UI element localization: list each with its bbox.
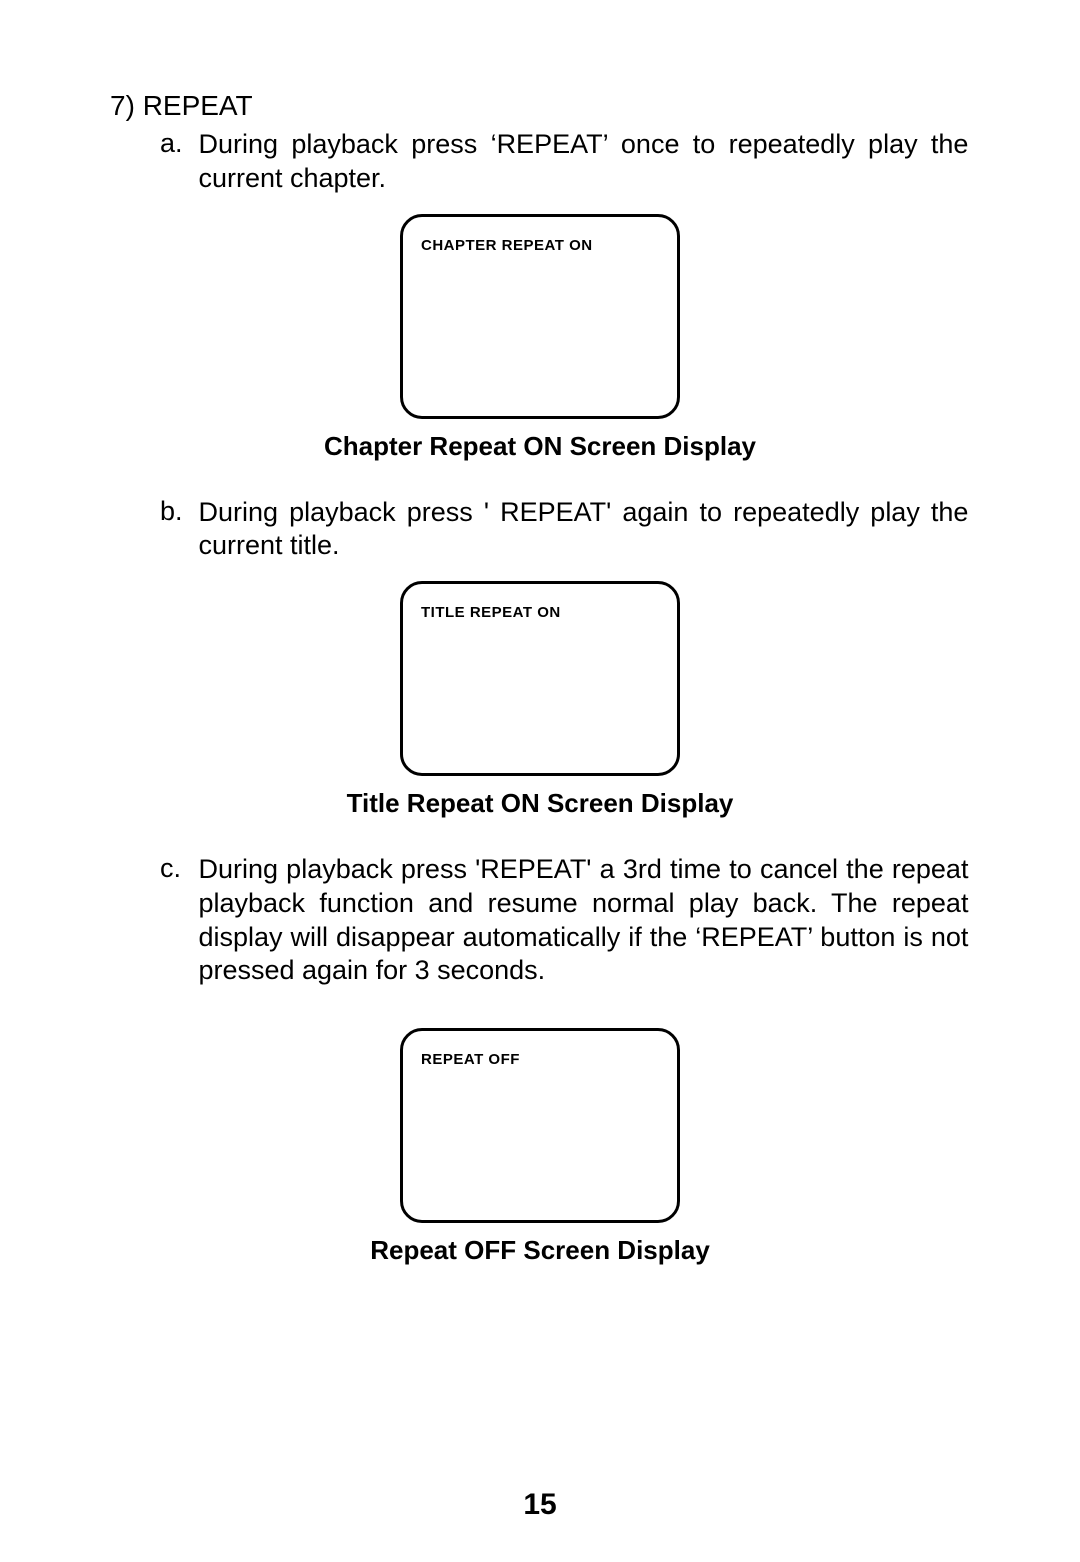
screen-text-chapter-repeat: CHAPTER REPEAT ON [421,237,659,254]
screen-box-chapter-repeat: CHAPTER REPEAT ON [400,214,680,419]
item-c-block: c. During playback press 'REPEAT' a 3rd … [100,853,980,1266]
item-b-block: b. During playback press ' REPEAT' again… [100,496,980,820]
item-c-text: During playback press 'REPEAT' a 3rd tim… [198,853,968,988]
section-heading: 7) REPEAT [110,90,980,122]
caption-title-repeat: Title Repeat ON Screen Display [100,788,980,819]
item-a-block: a. During playback press ‘REPEAT’ once t… [100,128,980,462]
item-b: b. During playback press ' REPEAT' again… [160,496,980,564]
screen-box-title-repeat: TITLE REPEAT ON [400,581,680,776]
item-a: a. During playback press ‘REPEAT’ once t… [160,128,980,196]
item-c: c. During playback press 'REPEAT' a 3rd … [160,853,980,988]
item-a-letter: a. [160,128,194,159]
screen-text-repeat-off: REPEAT OFF [421,1051,659,1068]
screen-box-repeat-off: REPEAT OFF [400,1028,680,1223]
screen-text-title-repeat: TITLE REPEAT ON [421,604,659,621]
section-number: 7) [110,90,135,121]
section-title: REPEAT [143,90,253,121]
item-b-letter: b. [160,496,194,527]
manual-page: 7) REPEAT a. During playback press ‘REPE… [0,0,1080,1562]
caption-repeat-off: Repeat OFF Screen Display [100,1235,980,1266]
item-b-text: During playback press ' REPEAT' again to… [198,496,968,564]
item-a-text: During playback press ‘REPEAT’ once to r… [198,128,968,196]
page-number: 15 [0,1488,1080,1522]
item-c-letter: c. [160,853,194,884]
caption-chapter-repeat: Chapter Repeat ON Screen Display [100,431,980,462]
